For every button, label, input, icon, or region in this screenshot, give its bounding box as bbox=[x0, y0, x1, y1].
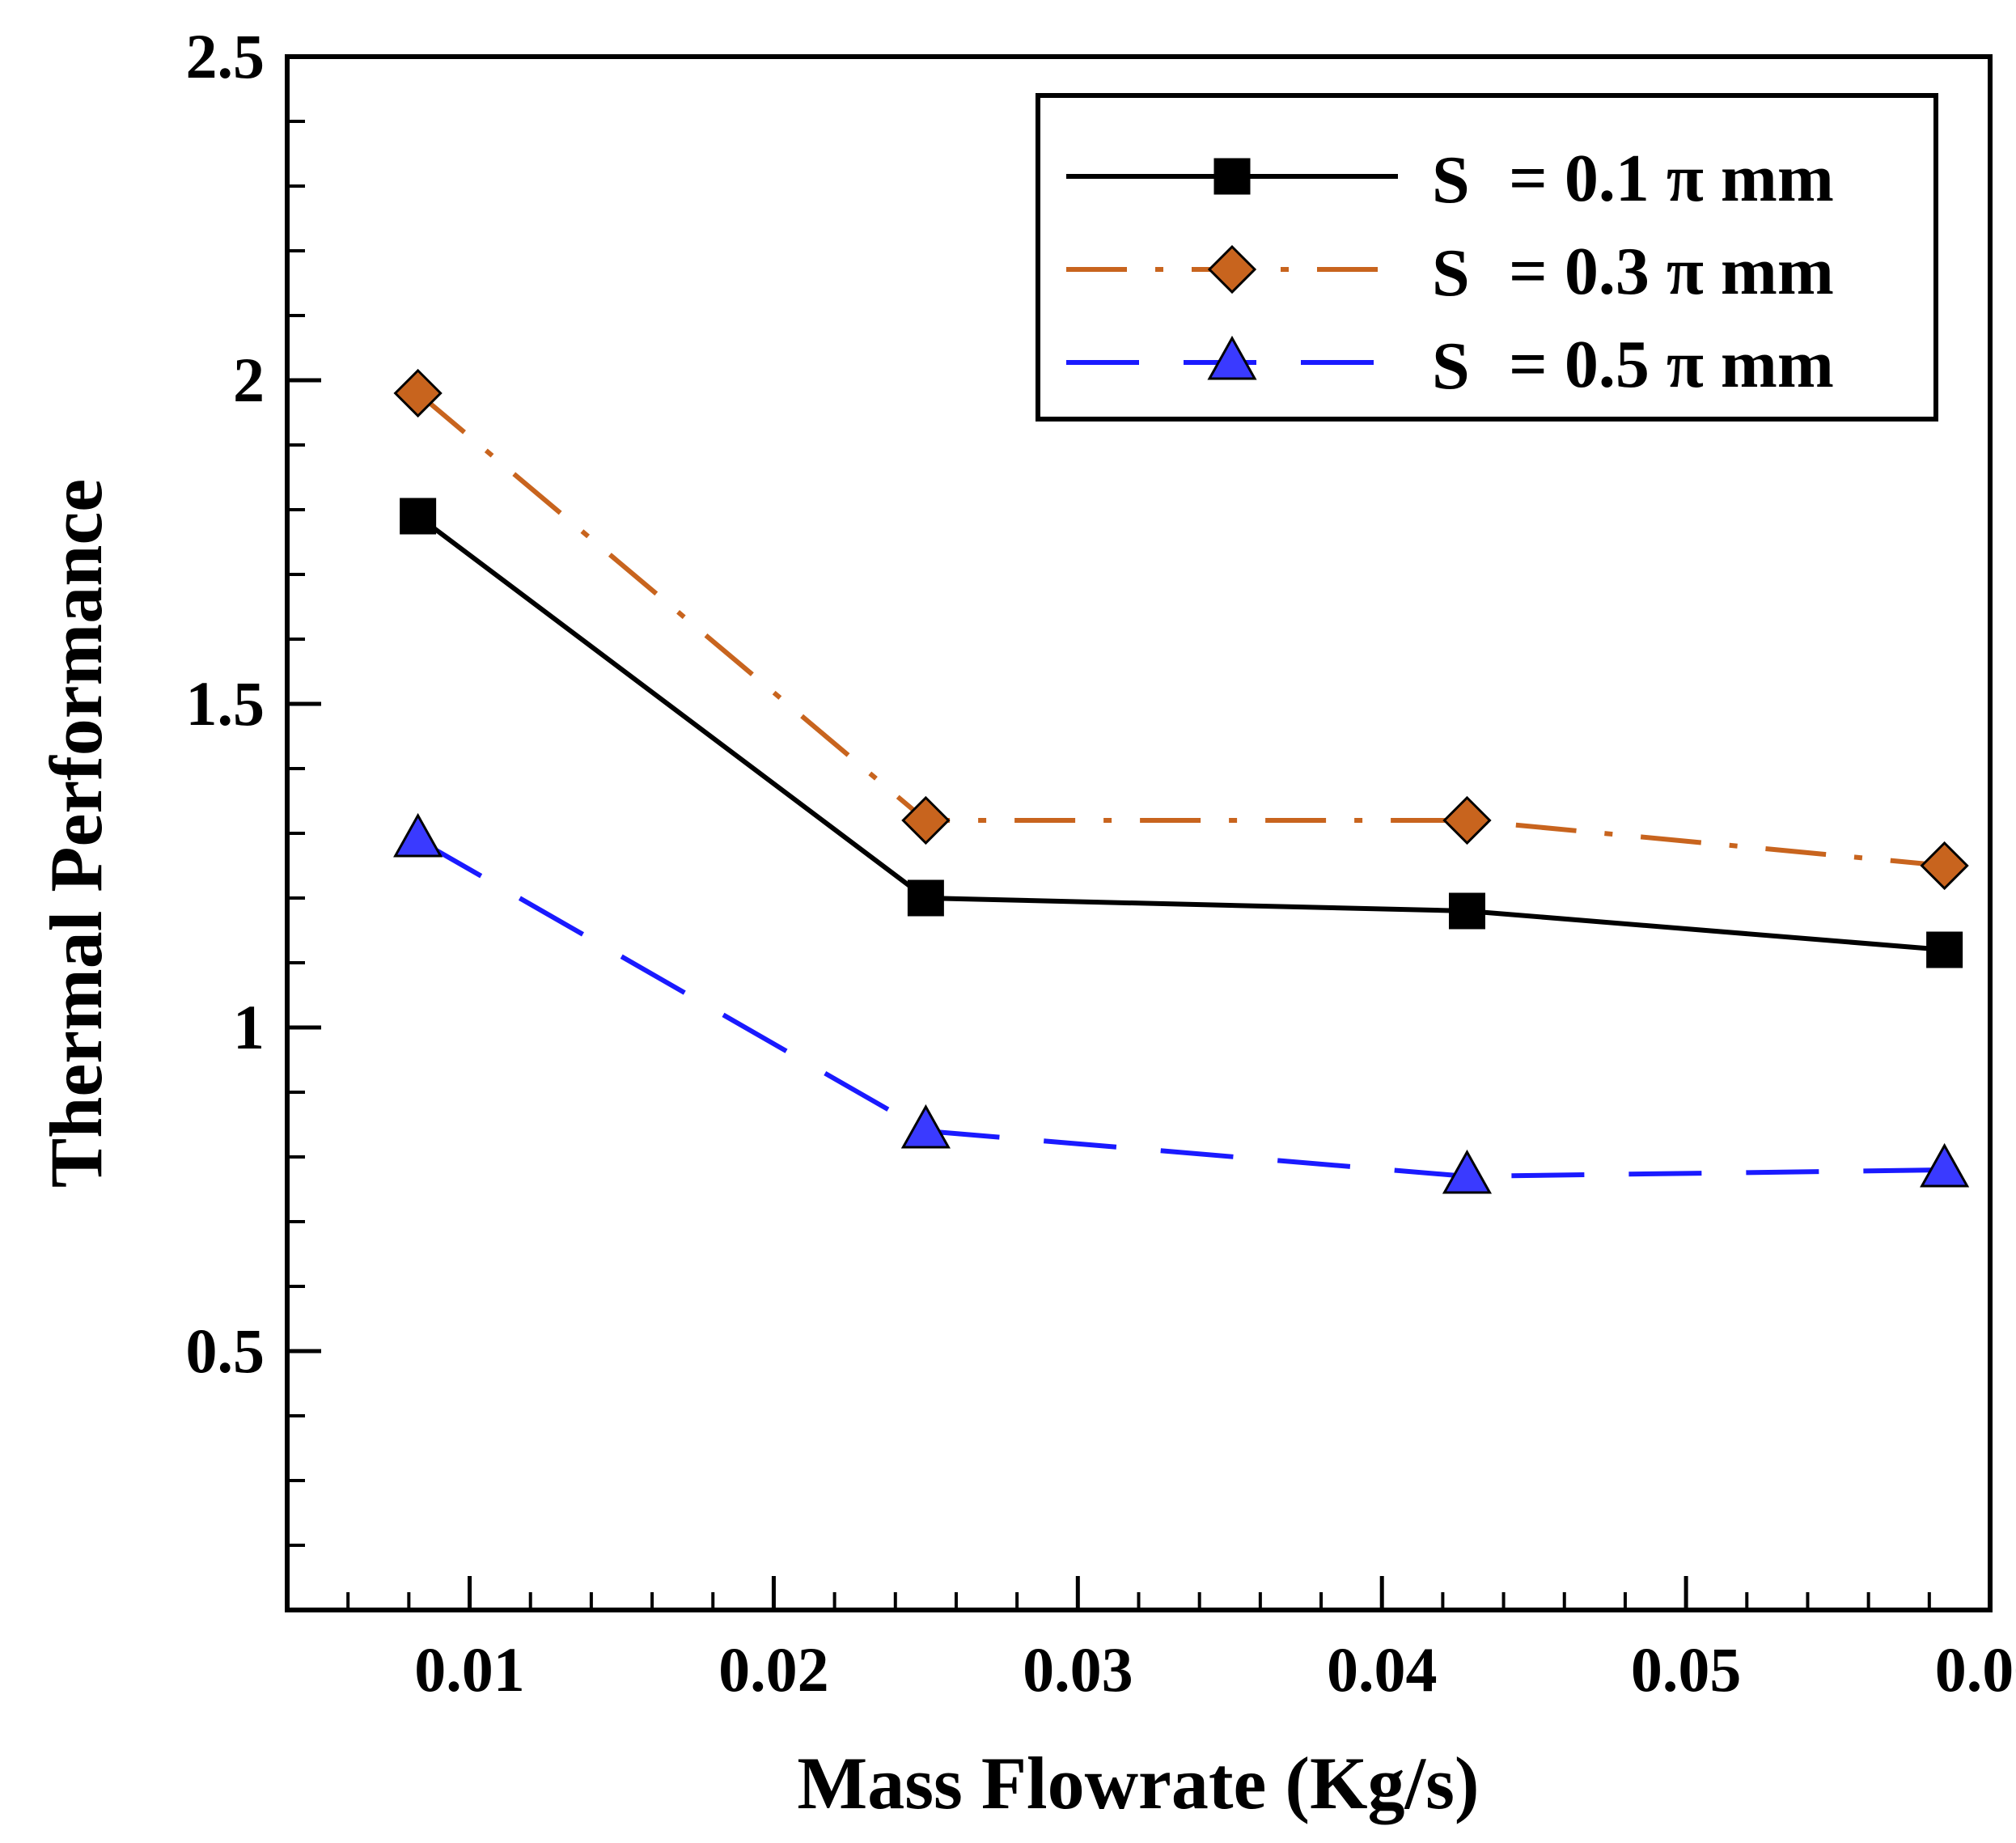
y-tick-label: 2 bbox=[233, 345, 265, 415]
series-line bbox=[416, 514, 1945, 952]
data-point bbox=[1448, 892, 1485, 930]
x-tick-label: 0.01 bbox=[414, 1634, 525, 1705]
legend-entries: S = 0.1 π mm S = 0.3 π mm S = 0.5 π mm bbox=[1066, 141, 1834, 404]
data-point bbox=[1442, 795, 1492, 845]
legend-label-s: S bbox=[1432, 235, 1470, 311]
x-tick-label: 0.05 bbox=[1631, 1634, 1742, 1705]
legend-marker bbox=[1207, 335, 1257, 380]
y-tick-label: 1 bbox=[233, 992, 265, 1062]
data-point bbox=[393, 812, 443, 858]
data-point bbox=[907, 879, 944, 917]
x-axis-title: Mass Flowrate (Kg/s) bbox=[797, 1742, 1479, 1824]
data-point bbox=[901, 795, 951, 845]
y-axis-title: Thermal Performance bbox=[35, 479, 117, 1188]
x-tick-label: 0.03 bbox=[1023, 1634, 1133, 1705]
y-tick-label: 2.5 bbox=[186, 21, 265, 91]
series-lines bbox=[416, 391, 1945, 1180]
legend-box bbox=[1036, 93, 1938, 422]
legend-label: = 0.1 π mm bbox=[1509, 141, 1834, 216]
x-tick-labels: 0.01 0.02 0.03 0.04 0.05 0.06 bbox=[414, 1634, 2016, 1705]
series-line bbox=[416, 391, 1945, 868]
series-markers bbox=[393, 368, 1970, 1194]
x-tick-label: 0.02 bbox=[718, 1634, 829, 1705]
legend-label-s: S bbox=[1432, 328, 1470, 404]
legend-label-s: S bbox=[1432, 142, 1470, 218]
y-tick-label: 0.5 bbox=[186, 1316, 265, 1386]
data-point bbox=[1920, 841, 1969, 891]
series-line bbox=[417, 837, 1945, 1180]
legend-label: = 0.3 π mm bbox=[1509, 234, 1834, 309]
legend-marker bbox=[1213, 158, 1251, 195]
legend: S = 0.1 π mm S = 0.3 π mm S = 0.5 π mm bbox=[1036, 93, 1938, 422]
data-point bbox=[400, 498, 437, 535]
data-point bbox=[1920, 1142, 1970, 1188]
major-ticks bbox=[287, 54, 1993, 1610]
legend-marker bbox=[1207, 244, 1257, 294]
y-tick-labels: 0.5 1 1.5 2 2.5 bbox=[186, 21, 265, 1386]
y-tick-label: 1.5 bbox=[186, 668, 265, 739]
data-point bbox=[393, 368, 443, 418]
x-tick-label: 0.04 bbox=[1327, 1634, 1438, 1705]
legend-label: = 0.5 π mm bbox=[1509, 327, 1834, 402]
data-point bbox=[1442, 1149, 1493, 1194]
minor-ticks bbox=[286, 120, 1931, 1612]
x-tick-label: 0.06 bbox=[1935, 1634, 2016, 1705]
data-point bbox=[1926, 931, 1963, 968]
data-point bbox=[900, 1104, 951, 1149]
